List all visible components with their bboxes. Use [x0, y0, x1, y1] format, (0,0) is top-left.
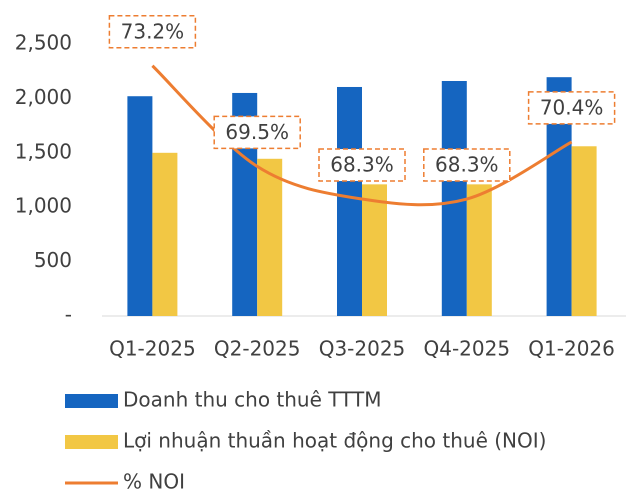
- x-tick-label: Q3-2025: [319, 337, 406, 361]
- value-label: 73.2%: [121, 19, 185, 43]
- value-label: 68.3%: [435, 153, 499, 177]
- bar: [466, 184, 492, 316]
- y-tick-label: 2,500: [15, 31, 72, 55]
- legend-label: Doanh thu cho thuê TTTM: [123, 388, 381, 412]
- value-label-box: [318, 148, 406, 182]
- y-tick-label: 1,500: [15, 139, 72, 163]
- legend-label: Lợi nhuận thuần hoạt động cho thuê (NOI): [123, 429, 546, 453]
- bar: [362, 184, 387, 316]
- bar: [337, 86, 362, 316]
- legend-label: % NOI: [123, 470, 185, 492]
- x-tick-label: Q4-2025: [424, 337, 511, 361]
- bar: [571, 146, 597, 316]
- value-label-box: [108, 15, 197, 49]
- value-label: 70.4%: [540, 95, 604, 119]
- value-label: 69.5%: [225, 120, 289, 144]
- value-label-box: [527, 91, 616, 125]
- bar: [257, 158, 283, 316]
- y-tick-label: -: [65, 303, 72, 327]
- y-tick-label: 500: [34, 248, 72, 272]
- bar: [441, 80, 467, 316]
- line: [151, 64, 573, 207]
- value-label-box: [423, 148, 511, 182]
- x-tick-label: Q2-2025: [214, 337, 301, 361]
- bar: [127, 96, 153, 316]
- bar: [152, 152, 178, 316]
- value-label-box: [213, 115, 301, 150]
- legend-swatch: [65, 394, 118, 408]
- x-tick-label: Q1-2026: [528, 337, 615, 361]
- y-tick-label: 1,000: [15, 194, 72, 218]
- x-tick-label: Q1-2025: [109, 337, 196, 361]
- y-tick-label: 2,000: [15, 85, 72, 109]
- legend-swatch: [65, 435, 118, 449]
- value-label: 68.3%: [330, 153, 394, 177]
